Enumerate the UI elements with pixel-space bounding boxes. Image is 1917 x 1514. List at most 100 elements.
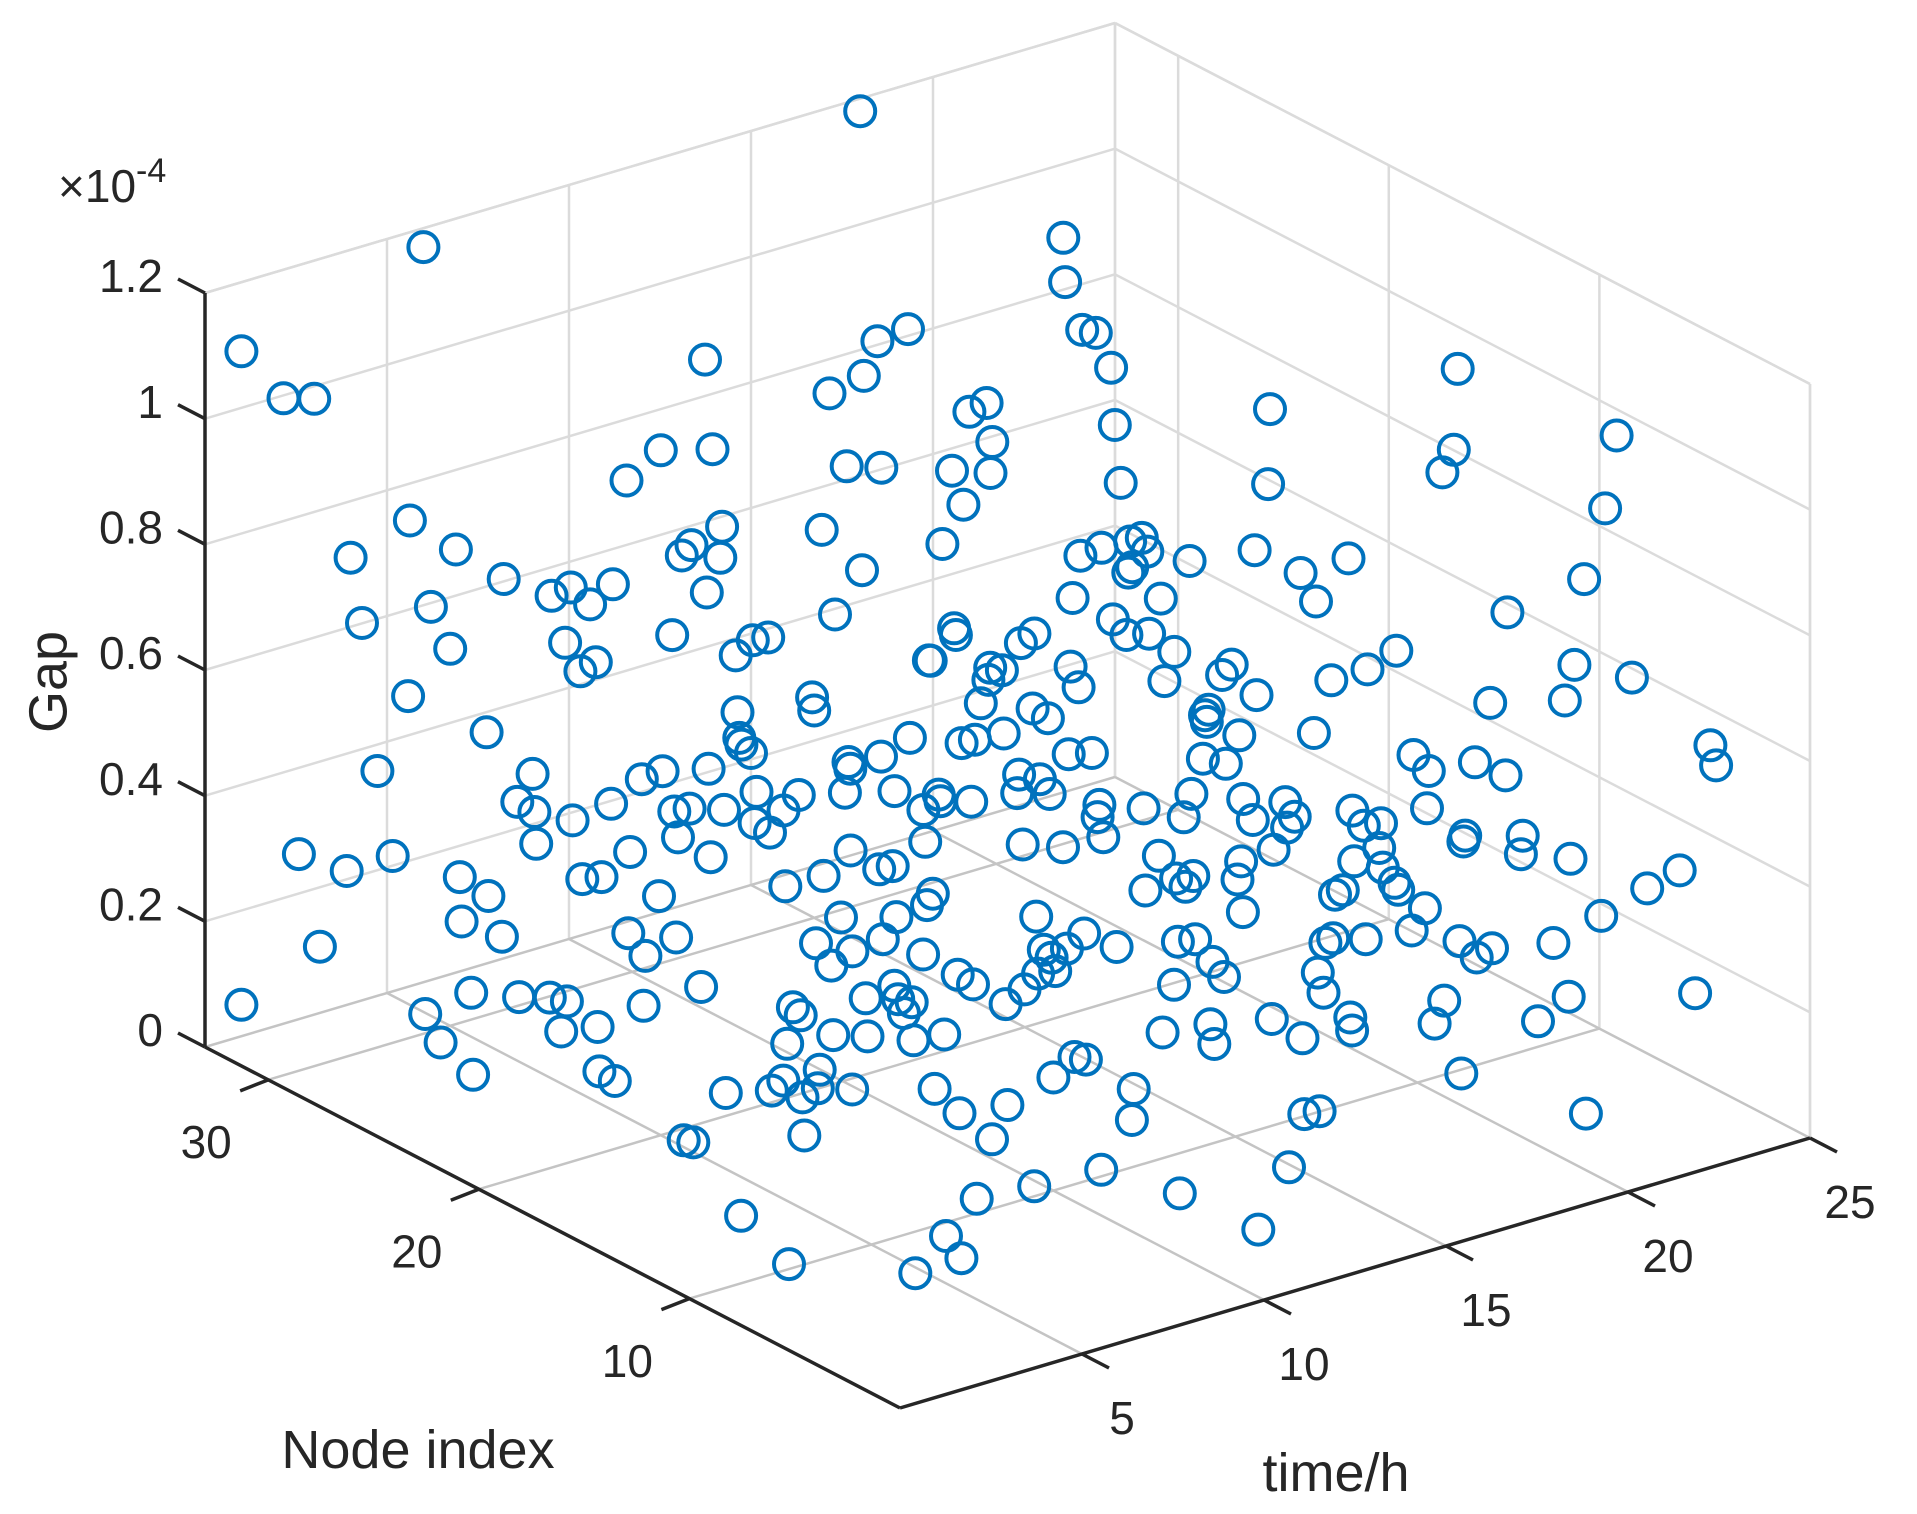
- data-point-marker: [1053, 649, 1088, 684]
- data-point-marker: [1030, 701, 1065, 736]
- data-point-marker: [655, 618, 690, 653]
- data-point-marker: [1084, 530, 1119, 565]
- data-point-marker: [1178, 922, 1213, 957]
- data-point-marker: [1065, 312, 1100, 347]
- data-point-marker: [1017, 1169, 1052, 1204]
- data-point-marker: [1296, 716, 1331, 750]
- data-point-marker: [800, 1071, 835, 1106]
- data-point-marker: [1205, 658, 1240, 692]
- node-axis-line: [204, 1045, 901, 1410]
- right-wall-gap-gridline: [1114, 273, 1811, 637]
- data-point-marker: [1000, 776, 1035, 811]
- data-point-marker: [578, 645, 613, 680]
- data-point-marker: [1488, 758, 1523, 793]
- data-point-marker: [442, 860, 477, 895]
- data-point-marker: [739, 774, 774, 809]
- data-point-marker: [676, 1125, 711, 1160]
- box-top-left-edge: [204, 21, 1116, 295]
- gap-tick: [177, 654, 206, 672]
- left-wall-gap-gridline: [204, 273, 1116, 546]
- data-point-marker: [879, 900, 914, 935]
- data-point-marker: [1124, 520, 1159, 555]
- node-axis-title: Node index: [281, 1420, 554, 1480]
- data-point-marker: [935, 453, 969, 488]
- node-tick-label: 20: [391, 1225, 442, 1277]
- data-point-marker: [770, 1026, 805, 1061]
- data-point-marker: [643, 433, 678, 468]
- data-point-marker: [1005, 827, 1040, 862]
- data-point-marker: [956, 967, 990, 1002]
- data-point-marker: [835, 934, 870, 969]
- data-point-marker: [833, 833, 868, 868]
- data-point-marker: [1551, 979, 1586, 1014]
- data-point-marker: [862, 852, 897, 887]
- data-point-marker: [423, 1025, 458, 1060]
- gap-tick: [177, 1031, 206, 1049]
- data-point-marker: [1630, 871, 1665, 906]
- data-point-marker: [864, 450, 899, 485]
- data-point-marker: [1176, 859, 1211, 893]
- data-point-marker: [754, 1073, 789, 1108]
- data-point-marker: [1032, 777, 1067, 811]
- data-point-marker: [1662, 853, 1697, 888]
- data-point-marker: [946, 487, 981, 522]
- data-point-marker: [797, 693, 832, 728]
- data-point-marker: [297, 381, 332, 416]
- time-tick: [1627, 1190, 1656, 1208]
- data-point-marker: [877, 774, 912, 809]
- data-point-marker: [984, 653, 1019, 688]
- data-point-marker: [486, 562, 521, 596]
- data-point-marker: [1331, 541, 1366, 576]
- data-point-marker: [1157, 634, 1192, 669]
- data-point-marker: [597, 1064, 632, 1098]
- data-point-marker: [674, 528, 709, 563]
- data-point-marker: [517, 795, 552, 829]
- data-point-marker: [1143, 581, 1178, 616]
- data-point-marker: [1299, 584, 1333, 619]
- data-point-marker: [1057, 1040, 1092, 1074]
- data-point-marker: [1316, 921, 1351, 956]
- data-point-marker: [1490, 595, 1525, 630]
- data-point-marker: [642, 879, 676, 914]
- data-point-marker: [1302, 1094, 1337, 1129]
- data-point-marker: [1425, 455, 1460, 490]
- data-point-marker: [1394, 913, 1429, 948]
- data-point-marker: [628, 938, 663, 973]
- left-wall-gap-gridline: [204, 147, 1116, 420]
- data-point-marker: [911, 643, 946, 678]
- floor-time-gridline: [568, 937, 1265, 1302]
- data-point-marker: [1078, 315, 1113, 350]
- data-point-marker: [1147, 664, 1182, 699]
- data-point-marker: [724, 1198, 759, 1233]
- data-point-marker: [829, 449, 864, 484]
- data-point-marker: [734, 736, 768, 770]
- data-point-marker: [781, 778, 816, 812]
- data-point-marker: [1547, 683, 1582, 718]
- data-point-marker: [684, 970, 719, 1004]
- data-point-marker: [688, 342, 722, 377]
- data-point-marker: [1335, 793, 1370, 828]
- data-point-marker: [1407, 891, 1442, 926]
- data-point-marker: [502, 980, 537, 1015]
- data-point-marker: [944, 1241, 979, 1276]
- data-point-marker: [975, 1122, 1009, 1157]
- data-point-marker: [1377, 865, 1412, 900]
- data-point-marker: [1086, 820, 1121, 855]
- floor-time-gridline: [932, 829, 1629, 1194]
- data-point-marker: [693, 840, 728, 875]
- time-tick: [1809, 1136, 1838, 1154]
- gap-tick: [177, 528, 206, 546]
- exponent-superscript: -4: [136, 152, 166, 190]
- data-point-marker: [1285, 1021, 1320, 1056]
- data-point-marker: [672, 791, 707, 826]
- data-point-marker: [548, 625, 583, 660]
- data-point-marker: [595, 567, 630, 602]
- data-point-marker: [814, 948, 849, 983]
- data-point-marker: [594, 786, 629, 821]
- data-point-marker: [1061, 670, 1096, 705]
- data-point-marker: [1614, 660, 1649, 695]
- data-point-marker: [1166, 800, 1201, 835]
- data-point-marker: [1379, 633, 1414, 668]
- data-point-marker: [1251, 467, 1286, 502]
- data-point-marker: [795, 680, 830, 715]
